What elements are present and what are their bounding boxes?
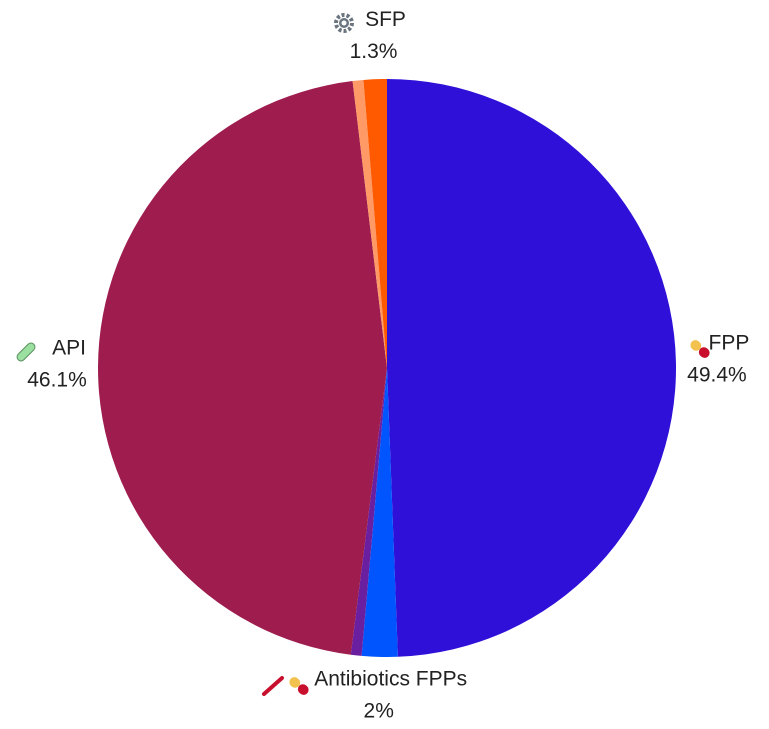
- slice-label: FPP: [709, 331, 750, 354]
- pie-slice: [350, 368, 387, 656]
- pie-slice: [361, 368, 398, 657]
- slice-label: Antibiotics FPPs: [314, 667, 467, 690]
- api-icon: [16, 342, 36, 362]
- pie-slice: [387, 79, 677, 657]
- slice-value-label: 2%: [364, 699, 394, 722]
- icons: [16, 13, 710, 696]
- antibiotics-icon: [262, 676, 309, 696]
- slice-label: API: [52, 337, 86, 360]
- sfp-icon: [334, 13, 354, 33]
- pie-slice: [97, 81, 388, 655]
- slice-value-label: 1.3%: [350, 40, 398, 63]
- slice-label: SFP: [365, 8, 406, 31]
- slice-value-label: 49.4%: [687, 363, 747, 386]
- pie-slice: [352, 79, 387, 368]
- fpp-icon: [690, 340, 710, 358]
- slice-value-label: 46.1%: [27, 369, 87, 392]
- pie-slice: [363, 79, 387, 368]
